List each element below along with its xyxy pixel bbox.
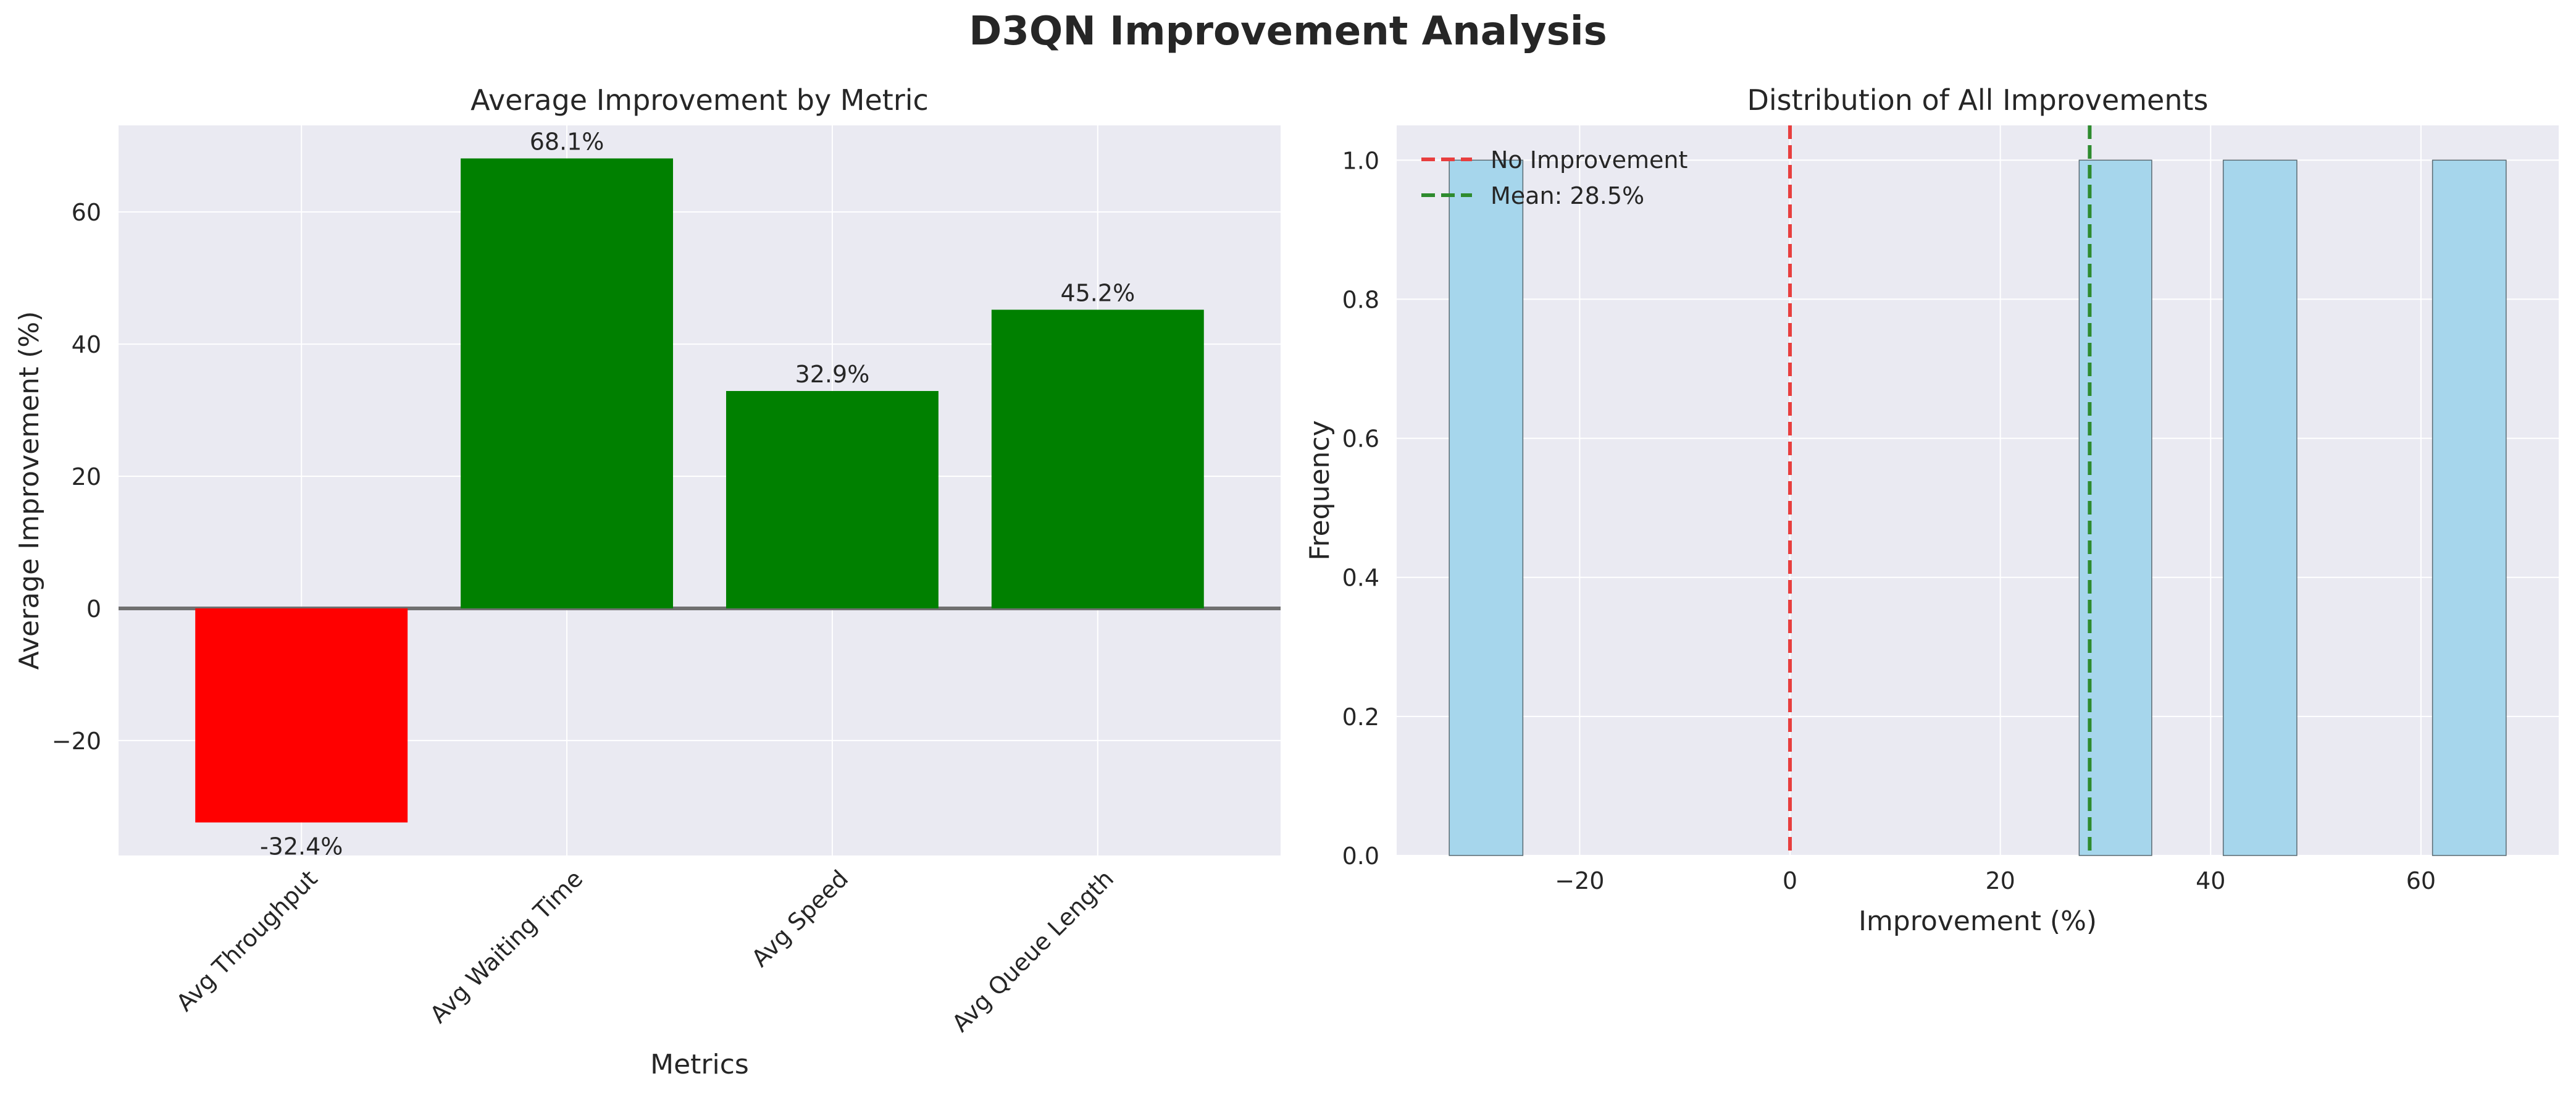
bar-value-label: -32.4% xyxy=(260,833,343,860)
bar-chart-y-tick-label: 20 xyxy=(72,463,101,490)
histogram-plot-area xyxy=(1397,125,2559,855)
histogram-x-tick-label: −20 xyxy=(1555,867,1604,894)
bar-chart-x-tick-label: Avg Throughput xyxy=(171,865,322,1016)
histogram-y-axis-label: Frequency xyxy=(1304,420,1336,560)
histogram-x-tick-label: 20 xyxy=(1985,867,2015,894)
histogram-y-tick-label: 0.0 xyxy=(1342,843,1379,870)
histogram-x-tick-label: 40 xyxy=(2196,867,2225,894)
bar-chart-x-tick-label: Avg Waiting Time xyxy=(425,865,588,1028)
bar-chart-panel: -32.4% 68.1% 32.9% 45.2% −20 0 20 40 60 Avg Thr… xyxy=(14,83,1281,1080)
bar-value-label: 68.1% xyxy=(530,128,604,155)
histogram-y-tick-label: 1.0 xyxy=(1342,147,1379,174)
histogram-bin-4 xyxy=(2432,159,2507,856)
bar-chart-y-axis-label: Average Improvement (%) xyxy=(14,311,45,670)
bar-chart-y-tick-label: 0 xyxy=(86,595,101,623)
bar-3 xyxy=(726,391,939,608)
histogram-grid xyxy=(1397,125,2559,856)
bar-chart-y-tick-label: −20 xyxy=(52,728,101,755)
bar-chart-x-tick-label: Avg Queue Length xyxy=(947,865,1119,1037)
histogram-bin-1 xyxy=(1449,159,1524,856)
bar-chart-title: Average Improvement by Metric xyxy=(470,83,929,117)
bar-4 xyxy=(991,309,1204,608)
histogram-title: Distribution of All Improvements xyxy=(1747,83,2208,117)
bar-value-labels: -32.4% 68.1% 32.9% 45.2% xyxy=(260,128,1135,860)
histogram-y-tick-label: 0.4 xyxy=(1342,565,1379,592)
histogram-bin-3 xyxy=(2222,159,2298,856)
bar-chart-x-tick-label: Avg Speed xyxy=(746,865,854,972)
legend-label: No Improvement xyxy=(1491,146,1687,174)
legend-label: Mean: 28.5% xyxy=(1491,182,1644,209)
bar-chart-x-ticks: Avg Throughput Avg Waiting Time Avg Speed A… xyxy=(171,865,1119,1037)
histogram-y-ticks: 0.0 0.2 0.4 0.6 0.8 1.0 xyxy=(1342,147,1379,870)
histogram-x-tick-label: 60 xyxy=(2406,867,2436,894)
bar-chart-y-tick-label: 40 xyxy=(72,331,101,358)
bar-1 xyxy=(195,608,408,823)
bar-value-label: 45.2% xyxy=(1060,279,1135,306)
histogram-x-tick-label: 0 xyxy=(1783,867,1797,894)
histogram-reference-lines xyxy=(1788,125,2092,855)
histogram-x-ticks: −20 0 20 40 60 xyxy=(1555,867,2436,894)
bar-chart-y-tick-label: 60 xyxy=(72,199,101,226)
bar-chart-bars xyxy=(195,158,1204,823)
histogram-legend: No Improvement Mean: 28.5% xyxy=(1421,146,1687,209)
bar-chart-y-ticks: −20 0 20 40 60 xyxy=(52,199,101,755)
histogram-y-tick-label: 0.6 xyxy=(1342,426,1379,453)
bar-value-label: 32.9% xyxy=(795,361,870,388)
bar-2 xyxy=(461,158,674,608)
histogram-panel: 0.0 0.2 0.4 0.6 0.8 1.0 −20 0 20 40 60 No Improve… xyxy=(1304,83,2559,937)
histogram-y-tick-label: 0.8 xyxy=(1342,286,1379,313)
bar-chart-x-axis-label: Metrics xyxy=(650,1049,749,1080)
figure-title: D3QN Improvement Analysis xyxy=(969,9,1607,54)
histogram-y-tick-label: 0.2 xyxy=(1342,704,1379,731)
histogram-x-axis-label: Improvement (%) xyxy=(1859,906,2097,937)
